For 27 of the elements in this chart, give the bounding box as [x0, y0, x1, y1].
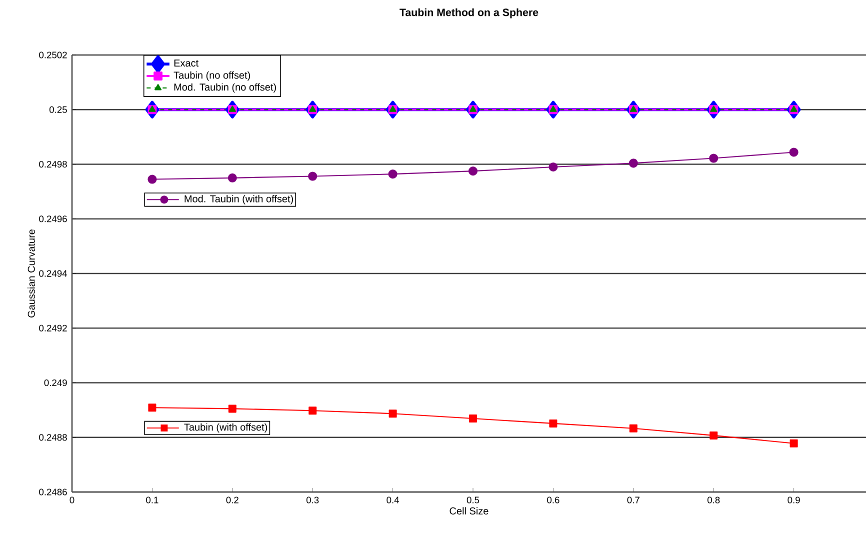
y-tick-label: 0.2502 — [39, 52, 67, 58]
x-tick-label: 0.5 — [466, 496, 480, 504]
legend-label: Taubin (with offset) — [184, 423, 268, 433]
x-tick-label: 0.2 — [226, 496, 238, 504]
legend-label: Mod. Taubin (with offset) — [184, 195, 294, 204]
y-tick-label: 0.2496 — [39, 216, 67, 222]
x-tick-label: 0.7 — [627, 496, 640, 504]
chart-title: Taubin Method on a Sphere — [400, 8, 538, 18]
x-tick-label: 0.1 — [146, 496, 158, 504]
x-tick-label: 0.4 — [386, 496, 400, 504]
x-tick-label: 0.3 — [306, 496, 319, 504]
legend-label: Mod. Taubin (no offset) — [174, 83, 276, 93]
x-tick-label: 0.6 — [547, 496, 560, 504]
y-tick-label: 0.2494 — [39, 270, 68, 277]
y-tick-label: 0.2492 — [39, 324, 67, 332]
y-tick-label: 0.249 — [44, 379, 67, 386]
x-tick-label: 0.9 — [788, 496, 800, 504]
y-tick-label: 0.25 — [49, 106, 67, 113]
y-tick-label: 0.2498 — [39, 160, 67, 168]
legend-label: Exact — [174, 60, 198, 67]
y-tick-label: 0.2486 — [39, 488, 67, 496]
y-tick-label: 0.2488 — [39, 434, 67, 441]
x-tick-label: 0 — [70, 496, 74, 504]
y-axis-title: Gaussian Curvature — [28, 229, 35, 318]
x-axis-title: Cell Size — [450, 507, 488, 514]
x-tick-label: 0.8 — [707, 496, 720, 504]
legend-label: Taubin (no offset) — [174, 71, 250, 81]
